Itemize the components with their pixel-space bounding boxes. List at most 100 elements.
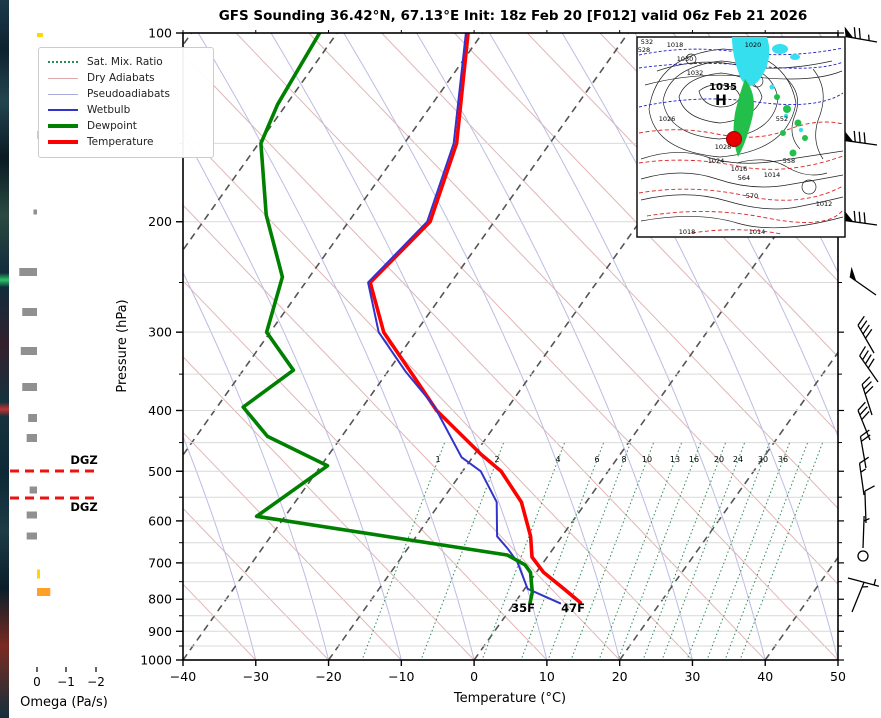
mixing-ratio-label: 10 [642,455,652,464]
dry-adiabat-line [183,280,548,660]
wind-barb-flag [844,26,854,38]
wind-barb-full [853,130,856,142]
legend-line-sample [48,77,78,79]
wind-barb-full [853,210,856,222]
wind-barb-full [861,350,869,361]
wind-barb-full [864,328,873,339]
mixing-ratio-label: 8 [621,455,626,464]
legend-item: Dry Adiabats [48,70,204,86]
omega-axis-label: Omega (Pa/s) [20,695,108,710]
map-inset-label: 528 [638,46,650,54]
sounding-curves [241,33,583,605]
pressure-tick-label: 300 [148,325,172,340]
isotherm-line [183,33,629,660]
legend-item: Dewpoint [48,118,204,134]
wind-barb-shaft [851,582,865,613]
legend-item-label: Dry Adiabats [87,72,155,84]
legend-item: Pseudoadiabats [48,86,204,102]
temperature-tick-label: −40 [170,669,196,684]
pressure-tick-label: 900 [148,624,172,639]
map-inset-label: 1018 [667,41,684,49]
temperature-tick-label: 50 [830,669,846,684]
wind-barb-full [863,132,866,144]
wind-barb-full [859,346,867,357]
background-window-edge [0,0,9,718]
wind-barb-half [867,34,870,41]
wind-barb-column [844,26,880,613]
dry-adiabat-line [183,204,621,660]
wind-barb-full [864,385,874,395]
dry-adiabat-line [235,33,838,660]
pseudoadiabat-line [488,33,766,660]
omega-tick-label: 0 [33,675,41,689]
wind-barb-full [862,324,870,335]
legend-item: Wetbulb [48,102,204,118]
omega-bar [37,33,43,37]
map-inset-label: 1014 [749,228,766,236]
map-inset-label: 1018 [679,228,696,236]
temperature-tick-label: 20 [612,669,628,684]
isotherm-line [183,33,484,457]
wind-barb-full [859,406,868,416]
isotherm-line [473,146,838,660]
dewpoint-curve [241,33,535,605]
dry-adiabat-line [381,33,838,510]
wind-barb-full [861,376,871,386]
map-inset-label: 1030 [677,55,694,63]
wind-barb-full [863,212,866,224]
omega-tick-label: −1 [57,675,75,689]
wind-barb-half [860,468,867,473]
temperature-tick-label: 0 [470,669,478,684]
pseudoadiabat-line [343,33,621,660]
calm-wind-circle [857,550,869,562]
wind-barb-shaft [861,384,873,416]
wind-barb-half [873,579,877,586]
chart-title: GFS Sounding 36.42°N, 67.13°E Init: 18z … [219,8,808,24]
legend: Sat. Mix. Ratio Dry Adiabats Pseudoadiabat… [38,47,214,158]
legend-item-label: Pseudoadiabats [87,88,170,100]
pressure-tick-label: 700 [148,555,172,570]
pseudoadiabat-line [183,131,402,660]
mixing-ratio-label: 6 [594,455,599,464]
mixing-ratio-label: 16 [689,455,699,464]
mixing-ratio-label: 1 [435,455,440,464]
map-inset-label: 1028 [715,143,732,151]
mixing-ratio-label: 24 [733,455,743,464]
wind-barb-full [858,211,861,223]
omega-bar [33,209,37,215]
wind-barb-shaft [845,219,878,226]
mixing-ratio-label: 30 [758,455,768,464]
map-inset-label: 1014 [764,171,781,179]
temperature-tick-label: −10 [388,669,414,684]
legend-line-sample [48,109,78,111]
y-axis-label: Pressure (hPa) [115,299,130,392]
omega-bar [37,588,51,596]
wind-barb-shaft [864,490,867,524]
wind-barb-flag [849,266,857,282]
legend-line-sample [48,93,78,95]
mixing-ratio-lines: 1 2 4 6 8 10 13 16 20 24 30 36 [362,442,823,659]
wind-barb-shaft [862,515,865,549]
wind-barb-shaft [845,35,878,43]
map-inset-label: 1020 [745,41,762,49]
wind-barb-full [863,381,872,390]
map-inset-label: 1032 [687,69,704,77]
wind-barb-half [863,517,870,522]
pressure-tick-label: 100 [148,26,172,41]
mixing-ratio-label: 2 [494,455,499,464]
wind-barb-shaft [845,139,878,146]
wind-barb-full [860,434,871,442]
dgz-label: DGZ [70,453,97,467]
temperature-tick-label: 30 [684,669,700,684]
surface-temperature-labels: 35F 47F [511,601,585,615]
wind-barb-full [860,429,870,438]
plot-border [182,32,839,661]
dry-adiabat-line [526,33,838,358]
sounding-location-dot [726,131,742,147]
pressure-tick-label: 200 [148,214,172,229]
